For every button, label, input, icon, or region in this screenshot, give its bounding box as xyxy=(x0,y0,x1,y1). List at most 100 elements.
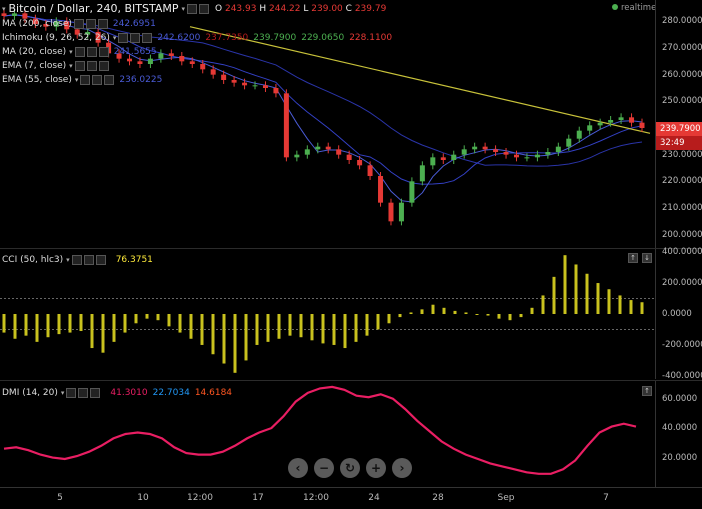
candle-body xyxy=(419,165,425,182)
candle-body xyxy=(461,149,467,155)
legend-label[interactable]: MA (20, close) xyxy=(2,47,67,57)
chevron-down-icon[interactable]: ▾ xyxy=(66,256,70,264)
chevron-down-icon[interactable]: ▾ xyxy=(69,62,73,70)
settings-icon[interactable] xyxy=(66,388,77,398)
candle-body xyxy=(262,85,268,88)
candle-body xyxy=(127,58,133,62)
close-icon[interactable] xyxy=(90,388,101,398)
close-icon[interactable] xyxy=(95,255,106,265)
eye-icon[interactable] xyxy=(130,33,141,43)
chevron-down-icon[interactable]: ▾ xyxy=(69,48,73,56)
close-icon[interactable] xyxy=(98,47,109,57)
cci-pane[interactable] xyxy=(0,249,655,379)
candle-body xyxy=(629,117,635,123)
pane-up-icon[interactable]: ↑ xyxy=(628,253,638,263)
settings-icon[interactable] xyxy=(71,255,82,265)
legend-row-cci[interactable]: CCI (50, hlc3) ▾ 76.3751 xyxy=(2,253,153,267)
close-icon[interactable] xyxy=(98,61,109,71)
candle-body xyxy=(409,181,415,203)
open-value: 243.93 xyxy=(224,3,257,14)
eye-icon[interactable] xyxy=(85,19,96,29)
reset-chart-icon[interactable]: ↻ xyxy=(340,458,360,478)
close-icon[interactable] xyxy=(97,19,108,29)
cci-bar xyxy=(442,307,446,314)
settings-icon[interactable] xyxy=(74,61,85,71)
candle-body xyxy=(189,61,195,64)
chevron-down-icon[interactable]: ▾ xyxy=(112,34,117,42)
eye-icon[interactable] xyxy=(92,75,103,85)
legend-value: 236.0225 xyxy=(119,75,163,85)
dmi-pane[interactable] xyxy=(0,381,655,487)
time-tick-label: 12:00 xyxy=(303,493,329,503)
dmi-axis[interactable]: 60.0000 40.0000 20.0000 xyxy=(655,381,702,487)
eye-icon[interactable] xyxy=(86,47,97,57)
legend-row-ma20[interactable]: MA (20, close) ▾ 241.5655 xyxy=(2,45,392,59)
legend-label[interactable]: Ichimoku (9, 26, 52, 26) xyxy=(2,33,110,43)
cci-bar xyxy=(354,314,358,342)
time-tick-label: 10 xyxy=(137,493,149,503)
legend-value: 242.6200 xyxy=(157,33,201,43)
chevron-down-icon[interactable]: ▾ xyxy=(74,76,79,84)
symbol-menu-chevron-icon[interactable]: ▾ xyxy=(181,4,186,13)
legend-label[interactable]: EMA (7, close) xyxy=(2,61,67,71)
pane-down-icon[interactable]: ↓ xyxy=(642,253,652,263)
eye-icon[interactable] xyxy=(86,61,97,71)
cci-bar xyxy=(585,273,589,314)
scroll-left-icon[interactable]: ‹ xyxy=(288,458,308,478)
ohlc-readout: O 243.93 H 244.22 L 239.00 C 239.79 xyxy=(215,4,386,14)
candle-body xyxy=(283,93,289,158)
legend-row-ema7[interactable]: EMA (7, close) ▾ xyxy=(2,59,392,73)
settings-icon[interactable] xyxy=(118,33,129,43)
candle-body xyxy=(74,29,80,35)
cci-chart-svg[interactable] xyxy=(0,249,655,379)
price-axis[interactable]: 280.0000270.0000260.0000250.0000240.0000… xyxy=(655,0,702,248)
eye-icon[interactable] xyxy=(83,255,94,265)
legend-label[interactable]: CCI (50, hlc3) xyxy=(2,255,64,265)
time-tick-label: 24 xyxy=(368,493,380,503)
legend-row-dmi[interactable]: DMI (14, 20) ▾ 41.3010 22.7034 14.6184 xyxy=(2,386,232,400)
time-axis[interactable]: 5 10 12:00 17 12:00 24 28 Sep 7 xyxy=(0,487,702,509)
price-tick-label: 270.0000 xyxy=(662,43,702,53)
close-icon[interactable] xyxy=(142,33,153,43)
close-icon[interactable] xyxy=(104,75,115,85)
time-tick-label: 17 xyxy=(252,493,264,503)
pane-divider[interactable] xyxy=(0,380,702,381)
settings-icon[interactable] xyxy=(73,19,84,29)
symbol-title[interactable]: Bitcoin / Dollar, 240, BITSTAMP xyxy=(8,2,179,15)
low-value: 239.00 xyxy=(311,3,343,14)
price-chart-svg[interactable] xyxy=(0,0,655,248)
scroll-right-icon[interactable]: › xyxy=(392,458,412,478)
legend-label[interactable]: EMA (55, close) xyxy=(2,75,72,85)
zoom-in-icon[interactable]: + xyxy=(366,458,386,478)
cci-bar xyxy=(387,314,391,324)
cci-bar xyxy=(156,314,160,321)
cci-bar xyxy=(277,314,281,339)
pane-divider[interactable] xyxy=(0,248,702,249)
legend-label[interactable]: DMI (14, 20) xyxy=(2,388,58,398)
candle-body xyxy=(367,165,373,176)
eye-icon[interactable] xyxy=(78,388,89,398)
legend-row-ichimoku[interactable]: Ichimoku (9, 26, 52, 26) ▾ 242.6200 237.… xyxy=(2,31,392,45)
dmi-chart-svg[interactable] xyxy=(0,381,655,487)
chevron-down-icon[interactable]: ▾ xyxy=(60,389,65,397)
settings-icon[interactable] xyxy=(74,47,85,57)
legend-value: 242.6951 xyxy=(112,19,156,29)
settings-square-icon[interactable] xyxy=(187,3,198,14)
visibility-square-icon[interactable] xyxy=(199,3,210,14)
zoom-out-icon[interactable]: − xyxy=(314,458,334,478)
candle-body xyxy=(398,202,404,222)
settings-icon[interactable] xyxy=(80,75,91,85)
cci-value: 76.3751 xyxy=(115,255,153,265)
pane-up-icon[interactable]: ↑ xyxy=(642,386,652,396)
legend-row-ma200[interactable]: MA (200, close) 242.6951 xyxy=(2,17,392,31)
trend-line[interactable] xyxy=(189,26,651,134)
legend-row-ema55[interactable]: EMA (55, close) ▾ 236.0225 xyxy=(2,73,392,87)
cci-bar xyxy=(178,314,182,333)
cci-bar xyxy=(552,276,556,314)
price-chart-pane[interactable] xyxy=(0,0,655,248)
legend-label[interactable]: MA (200, close) xyxy=(2,19,72,29)
cci-axis[interactable]: 400.0000 200.0000 0.0000 -200.0000 -400.0000 xyxy=(655,247,702,381)
price-tick-label: 200.0000 xyxy=(662,229,702,240)
chevron-down-icon[interactable]: ▾ xyxy=(2,4,6,13)
candle-body xyxy=(325,146,331,150)
